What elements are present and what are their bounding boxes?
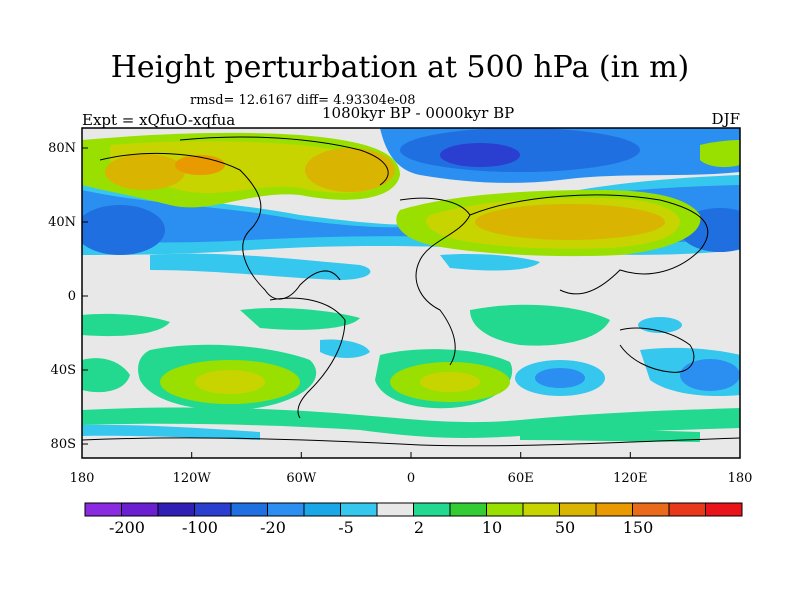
x-tick-label: 180 [70, 471, 95, 486]
x-tick-label: 120E [613, 471, 647, 486]
colorbar-box [449, 502, 487, 517]
colorbar-label: 150 [623, 518, 654, 537]
colorbar-label: -100 [182, 518, 218, 537]
y-axis-ticks [82, 147, 88, 445]
colorbar-box [340, 502, 378, 517]
colorbar-box [157, 502, 195, 517]
colorbar-label: -20 [260, 518, 286, 537]
colorbar-box [267, 502, 305, 517]
y-tick-label: 80S [51, 437, 76, 452]
colorbar-box [230, 502, 268, 517]
y-tick-label: 40N [48, 215, 76, 230]
rmsd-stats: rmsd= 12.6167 diff= 4.93304e-08 [190, 93, 416, 108]
colorbar-box [595, 502, 633, 517]
colorbar-label: 50 [555, 518, 575, 537]
colorbar-box [303, 502, 341, 517]
period-label: 1080kyr BP - 0000kyr BP [322, 104, 515, 122]
colorbar-box [121, 502, 159, 517]
colorbar-box [194, 502, 232, 517]
contour-field [82, 128, 740, 458]
coastlines [82, 136, 740, 447]
colorbar-label: 10 [482, 518, 502, 537]
colorbar-box [84, 502, 122, 517]
experiment-label: Expt = xQfuO-xqfua [82, 111, 236, 129]
x-axis-ticks [81, 452, 741, 458]
colorbar-box [632, 502, 670, 517]
season-label: DJF [711, 110, 740, 128]
y-tick-label: 0 [68, 289, 76, 304]
x-tick-label: 0 [407, 471, 415, 486]
colorbar-box [486, 502, 524, 517]
colorbar-box [413, 502, 451, 517]
colorbar-box [668, 502, 706, 517]
y-tick-label: 80N [48, 141, 76, 156]
x-tick-label: 60W [286, 471, 317, 486]
colorbar-label: -200 [109, 518, 145, 537]
x-tick-label: 180 [728, 471, 753, 486]
colorbar-box [376, 502, 414, 517]
y-tick-label: 40S [51, 363, 76, 378]
map-title: Height perturbation at 500 hPa (in m) [110, 50, 690, 85]
colorbar-box [559, 502, 597, 517]
x-tick-label: 120W [173, 471, 212, 486]
x-tick-label: 60E [508, 471, 534, 486]
colorbar-label: -5 [338, 518, 354, 537]
colorbar-boxes [84, 502, 743, 517]
colorbar-labels: -200 -100 -20 -5 2 10 50 150 [109, 518, 653, 537]
colorbar-box [705, 502, 743, 517]
colorbar-label: 2 [414, 518, 424, 537]
colorbar-box [522, 502, 560, 517]
